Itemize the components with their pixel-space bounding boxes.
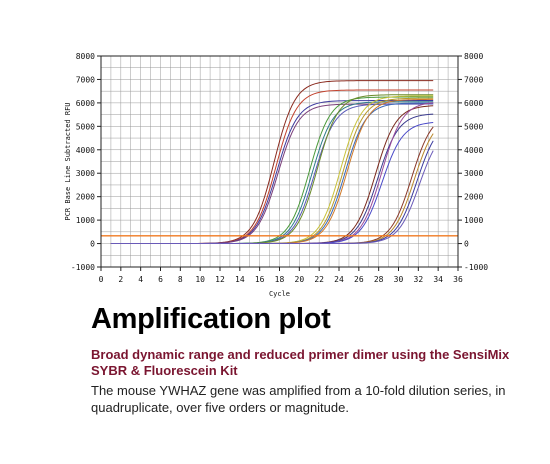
- y-tick-label-left-0: 0: [90, 240, 95, 249]
- y-tick-label-left-5000: 5000: [76, 122, 95, 131]
- figure-description: The mouse YWHAZ gene was amplified from …: [91, 383, 506, 415]
- x-tick-label-6: 6: [158, 275, 163, 284]
- y-axis-label: PCR Base Line Subtracted RFU: [64, 102, 72, 220]
- y-tick-label-right-7000: 7000: [464, 75, 483, 84]
- x-tick-label-26: 26: [354, 275, 364, 284]
- x-tick-label-24: 24: [334, 275, 344, 284]
- figure-title: Amplification plot: [91, 303, 331, 335]
- x-tick-label-8: 8: [178, 275, 183, 284]
- x-tick-label-0: 0: [99, 275, 104, 284]
- y-tick-label-right-4000: 4000: [464, 146, 483, 155]
- x-tick-label-22: 22: [314, 275, 324, 284]
- y-tick-label-right-5000: 5000: [464, 122, 483, 131]
- y-tick-label-left--1000: -1000: [71, 263, 95, 272]
- y-tick-label-left-3000: 3000: [76, 169, 95, 178]
- x-tick-label-12: 12: [215, 275, 225, 284]
- curve-group5-rep4: [110, 150, 434, 245]
- axis-ticks: 0 2 4 6 8 10 12 14 16 18 20 22 24 26 28 30 32 34 36-1000 -1…: [71, 52, 488, 284]
- y-tick-label-left-2000: 2000: [76, 193, 95, 202]
- y-tick-label-right--1000: -1000: [464, 263, 488, 272]
- x-tick-label-14: 14: [235, 275, 245, 284]
- figure-subtitle: Broad dynamic range and reduced primer d…: [91, 347, 510, 378]
- y-tick-label-right-6000: 6000: [464, 99, 483, 108]
- y-tick-label-right-3000: 3000: [464, 169, 483, 178]
- amplification-curves: [110, 80, 434, 245]
- y-tick-label-right-0: 0: [464, 240, 469, 249]
- x-tick-label-34: 34: [433, 275, 443, 284]
- x-tick-label-10: 10: [195, 275, 205, 284]
- x-tick-label-36: 36: [453, 275, 463, 284]
- x-tick-label-16: 16: [255, 275, 265, 284]
- x-tick-label-4: 4: [138, 275, 143, 284]
- y-tick-label-left-6000: 6000: [76, 99, 95, 108]
- amplification-chart: 0 2 4 6 8 10 12 14 16 18 20 22 24 26 28 30 32 34 36-1000 -1…: [64, 52, 488, 298]
- x-tick-label-2: 2: [118, 275, 123, 284]
- y-tick-label-right-1000: 1000: [464, 216, 483, 225]
- x-tick-label-28: 28: [374, 275, 384, 284]
- x-tick-label-18: 18: [275, 275, 285, 284]
- x-tick-label-20: 20: [295, 275, 305, 284]
- y-tick-label-left-7000: 7000: [76, 75, 95, 84]
- y-tick-label-left-8000: 8000: [76, 52, 95, 61]
- x-tick-label-32: 32: [414, 275, 424, 284]
- y-tick-label-left-4000: 4000: [76, 146, 95, 155]
- x-axis-label: Cycle: [269, 290, 290, 298]
- y-tick-label-right-2000: 2000: [464, 193, 483, 202]
- x-tick-label-30: 30: [394, 275, 404, 284]
- y-tick-label-right-8000: 8000: [464, 52, 483, 61]
- y-tick-label-left-1000: 1000: [76, 216, 95, 225]
